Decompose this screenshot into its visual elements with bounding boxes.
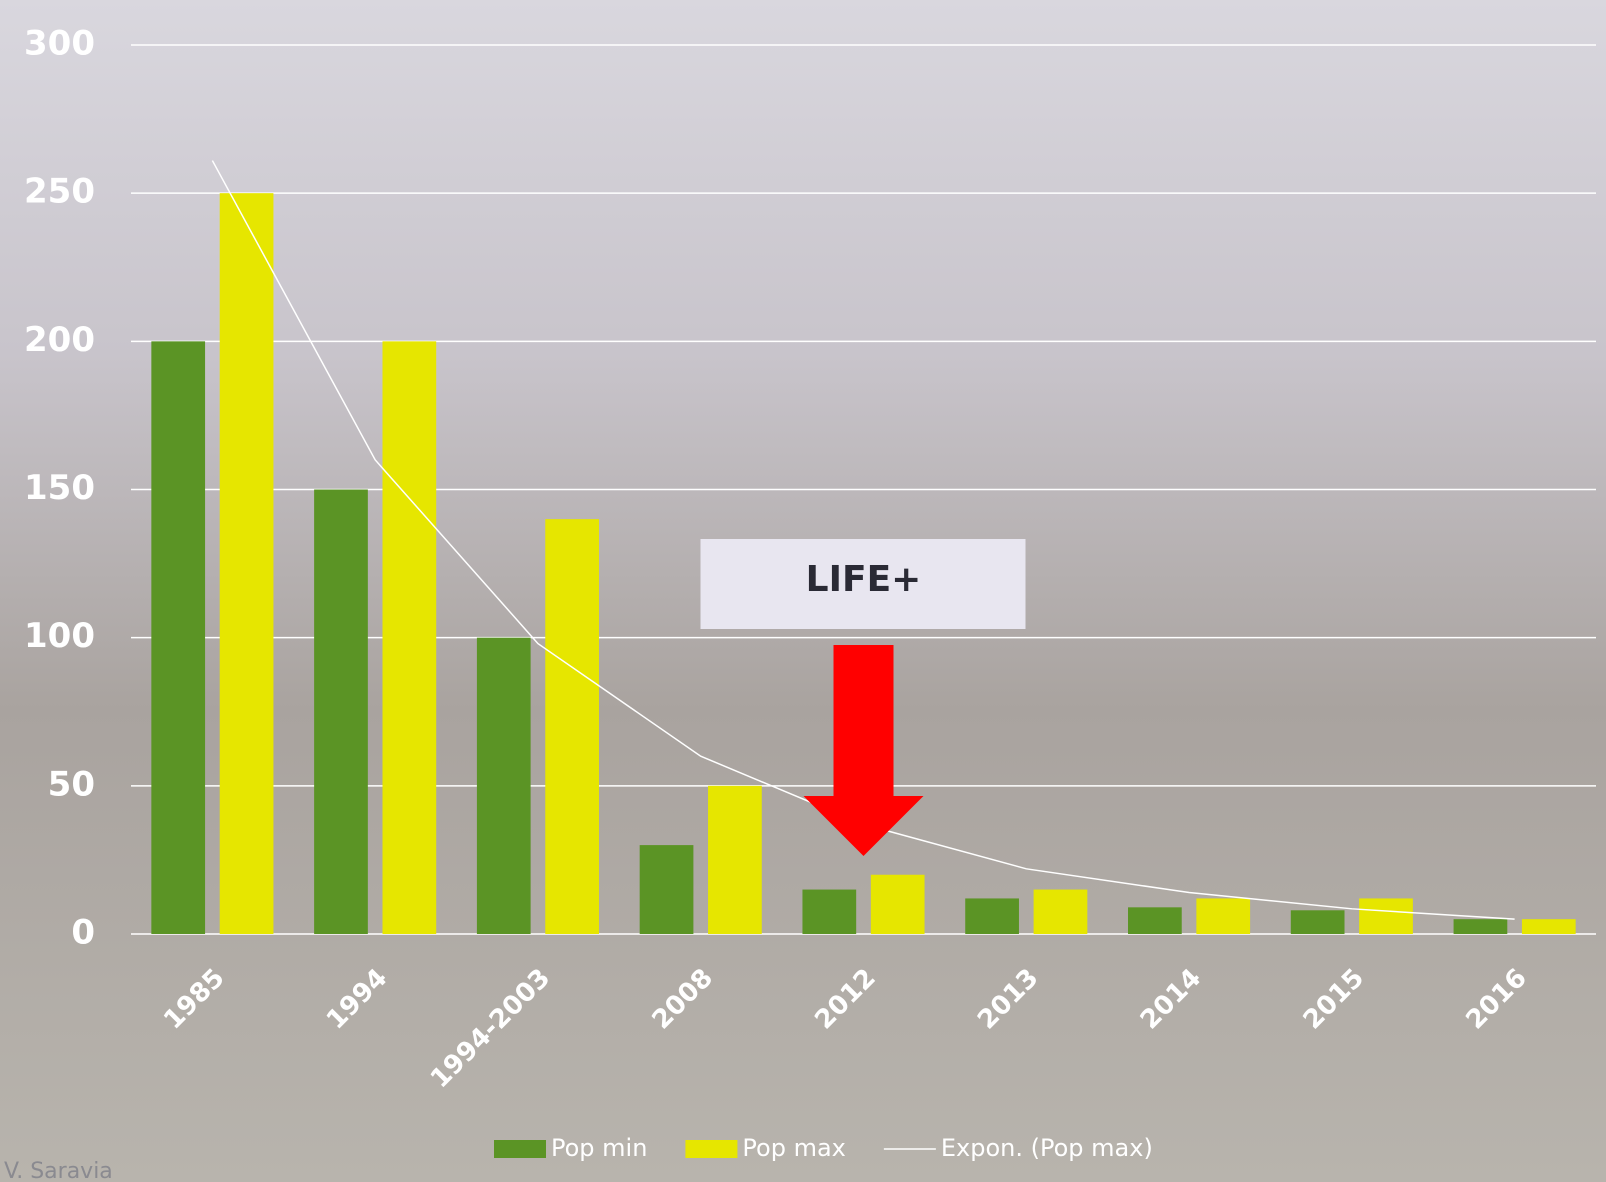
annotation-arrow [803,645,924,856]
bar [1453,919,1508,934]
bar [639,845,694,934]
y-tick-label: 200 [24,320,95,360]
y-tick-label: 150 [24,468,95,508]
y-tick-label: 50 [48,764,95,804]
bar [1033,889,1088,934]
legend-swatch [685,1140,738,1158]
bar [382,341,437,934]
bar [151,341,206,934]
bar [476,637,531,934]
y-tick-label: 0 [71,913,95,953]
bar [802,889,857,934]
legend-label: Pop min [551,1134,647,1162]
bar [965,898,1019,934]
legend-label: Expon. (Pop max) [941,1134,1153,1162]
bar [219,193,274,934]
y-tick-label: 250 [24,172,95,212]
bar [870,874,925,934]
annotation-text: LIFE+ [806,559,922,600]
bar [708,785,762,934]
y-tick-label: 100 [24,616,95,656]
y-tick-label: 300 [24,24,95,64]
bar [1196,898,1251,934]
annotation-box [700,539,1026,629]
bar [1359,898,1413,934]
bar [1290,910,1345,934]
bar [1128,907,1182,934]
bar [314,489,368,934]
legend-swatch [494,1140,546,1158]
bar [545,519,599,934]
credit: V. Saravia [4,1159,113,1182]
bar [1521,919,1576,934]
legend-label: Pop max [742,1134,845,1162]
